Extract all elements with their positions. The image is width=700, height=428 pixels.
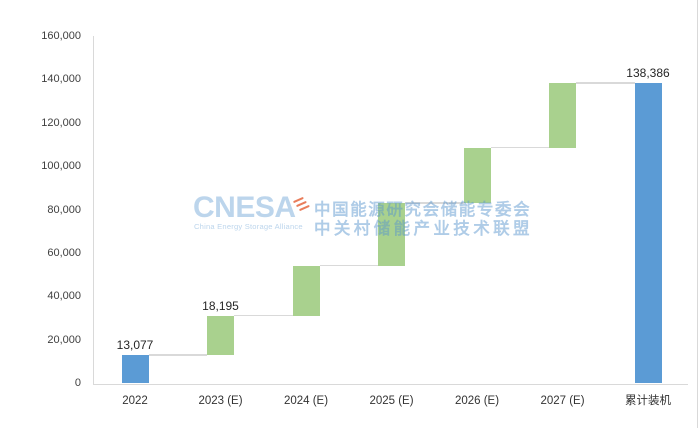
x-axis-category-label: 2025 (E)	[369, 395, 414, 407]
y-axis-tick-label: 0	[74, 377, 81, 389]
y-axis-tick-label: 160,000	[41, 30, 81, 42]
bar-value-label: 18,195	[202, 298, 239, 313]
y-axis-tick-label: 60,000	[47, 246, 81, 259]
waterfall-increment-bar	[207, 315, 234, 356]
waterfall-total-bar	[121, 355, 149, 384]
bar-value-label: 138,386	[626, 66, 670, 81]
waterfall-connector-line	[234, 314, 293, 317]
waterfall-increment-bar	[463, 147, 491, 204]
waterfall-increment-bar	[378, 203, 405, 266]
x-axis-category-label: 2024 (E)	[283, 395, 329, 407]
waterfall-connector-line	[148, 354, 207, 356]
waterfall-increment-bar	[292, 265, 320, 316]
waterfall-connector-line	[490, 146, 549, 149]
x-axis-category-label: 2022	[122, 395, 148, 407]
x-axis-category-label: 2027 (E)	[540, 395, 585, 407]
waterfall-total-bar	[634, 83, 662, 384]
y-axis-tick-label: 100,000	[41, 160, 81, 173]
x-axis-category-label: 2023 (E)	[198, 395, 243, 407]
x-axis-line	[93, 383, 688, 385]
y-axis-tick-label: 40,000	[47, 290, 81, 303]
waterfall-increment-bar	[549, 83, 576, 148]
right-edge-divider	[697, 0, 698, 428]
waterfall-connector-line	[405, 202, 464, 204]
y-axis-tick-label: 80,000	[47, 203, 81, 216]
x-axis-category-label: 2026 (E)	[454, 395, 500, 407]
waterfall-connector-line	[319, 264, 378, 267]
y-axis-tick-label: 120,000	[41, 116, 81, 129]
y-axis-tick-label: 20,000	[47, 333, 81, 346]
x-axis-category-label: 累计装机	[625, 395, 671, 407]
bar-value-label: 13,077	[116, 338, 154, 353]
y-axis-line	[93, 36, 94, 384]
y-axis-tick-label: 140,000	[41, 73, 81, 86]
waterfall-connector-line	[576, 82, 635, 84]
